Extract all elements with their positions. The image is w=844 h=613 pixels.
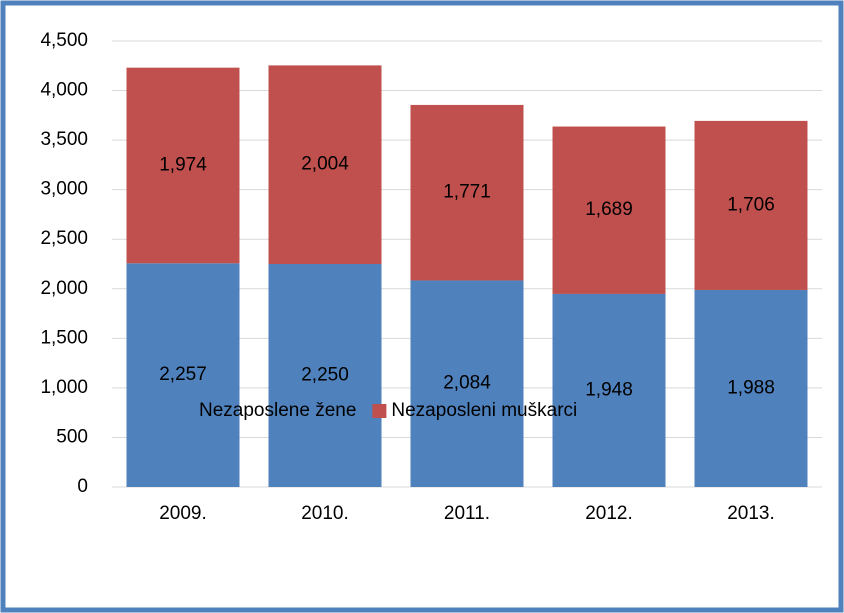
y-tick-label: 0 xyxy=(77,476,88,497)
x-tick-label: 2013. xyxy=(727,503,775,524)
bar-segment xyxy=(410,280,524,487)
y-tick-label: 4,000 xyxy=(40,80,88,101)
x-tick-label: 2011. xyxy=(444,503,490,524)
y-tick-label: 1,000 xyxy=(40,377,88,398)
data-label: 1,974 xyxy=(159,154,207,175)
y-tick-label: 2,500 xyxy=(40,228,88,249)
y-tick-label: 3,000 xyxy=(40,179,88,200)
bar-segment xyxy=(126,67,240,264)
data-label: 1,948 xyxy=(585,379,633,400)
bar-segment xyxy=(694,120,808,290)
y-tick-label: 500 xyxy=(56,426,88,447)
bar-segment xyxy=(410,104,524,281)
y-tick-label: 3,500 xyxy=(40,129,88,150)
data-label: 1,988 xyxy=(727,377,775,398)
legend-swatch xyxy=(372,404,387,418)
y-tick-label: 2,000 xyxy=(40,278,88,299)
x-tick-label: 2012. xyxy=(585,503,633,524)
bar-segment xyxy=(552,293,666,487)
y-tick-label: 4,500 xyxy=(40,30,88,51)
legend-swatch xyxy=(180,404,194,418)
data-label: 1,771 xyxy=(443,182,491,203)
data-label: 2,257 xyxy=(159,364,207,385)
bar-segment xyxy=(268,65,382,264)
data-label: 1,706 xyxy=(727,194,775,215)
data-label: 1,689 xyxy=(585,199,633,220)
legend-label: Nezaposlene žene xyxy=(199,400,356,421)
bar-segment xyxy=(268,264,382,487)
data-label: 2,084 xyxy=(443,373,491,394)
legend-label: Nezaposleni muškarci xyxy=(391,400,577,421)
bar-segment xyxy=(126,263,240,487)
data-label: 2,250 xyxy=(301,365,349,386)
bar-segment xyxy=(552,126,666,294)
bar-segment xyxy=(694,289,808,487)
data-label: 2,004 xyxy=(301,154,349,175)
x-tick-label: 2010. xyxy=(301,503,349,524)
x-tick-label: 2009. xyxy=(159,503,207,524)
y-tick-label: 1,500 xyxy=(40,327,88,348)
